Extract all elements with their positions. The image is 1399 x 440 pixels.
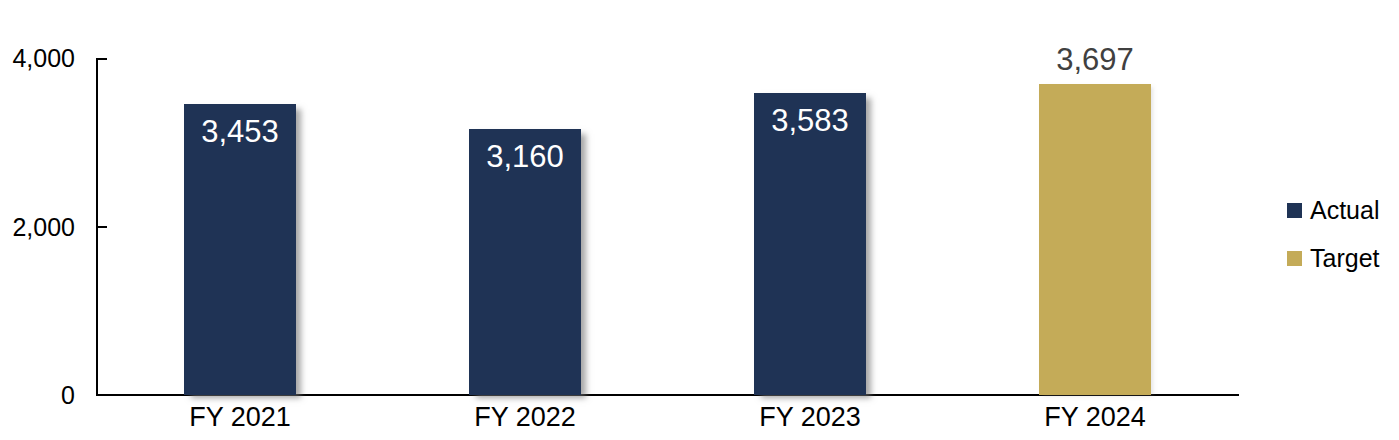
legend-swatch-actual (1287, 203, 1302, 218)
bar-group-fy-2022: 3,160 (469, 129, 581, 395)
bar-value-label: 3,697 (1039, 42, 1151, 78)
legend: Actual Target (1287, 195, 1379, 273)
bar-chart: 4,000 2,000 0 3,453 3,160 3,583 3,697 FY… (0, 0, 1399, 440)
y-axis-tick-mark-2000 (98, 226, 107, 228)
bar-value-label: 3,453 (184, 114, 296, 150)
legend-item-actual: Actual (1287, 195, 1379, 225)
bar-group-fy-2021: 3,453 (184, 104, 296, 395)
bar-rect: 3,453 (184, 104, 296, 395)
legend-swatch-target (1287, 251, 1302, 266)
x-axis-label-fy-2021: FY 2021 (160, 402, 320, 433)
bar-group-fy-2024: 3,697 (1039, 84, 1151, 395)
bar-rect: 3,697 (1039, 84, 1151, 395)
x-axis-label-fy-2024: FY 2024 (1015, 402, 1175, 433)
legend-item-target: Target (1287, 243, 1379, 273)
bar-group-fy-2023: 3,583 (754, 93, 866, 395)
bar-rect: 3,160 (469, 129, 581, 395)
y-axis-tick-label-2000: 2,000 (0, 212, 75, 242)
y-axis-tick-mark-4000 (98, 58, 107, 60)
x-axis-label-fy-2022: FY 2022 (445, 402, 605, 433)
legend-label-actual: Actual (1310, 196, 1379, 225)
bar-value-label: 3,160 (469, 139, 581, 175)
bar-value-label: 3,583 (754, 103, 866, 139)
x-axis-label-fy-2023: FY 2023 (730, 402, 890, 433)
y-axis-tick-label-0: 0 (0, 380, 75, 410)
legend-label-target: Target (1310, 244, 1379, 273)
bar-rect: 3,583 (754, 93, 866, 395)
y-axis-tick-label-4000: 4,000 (0, 43, 75, 73)
